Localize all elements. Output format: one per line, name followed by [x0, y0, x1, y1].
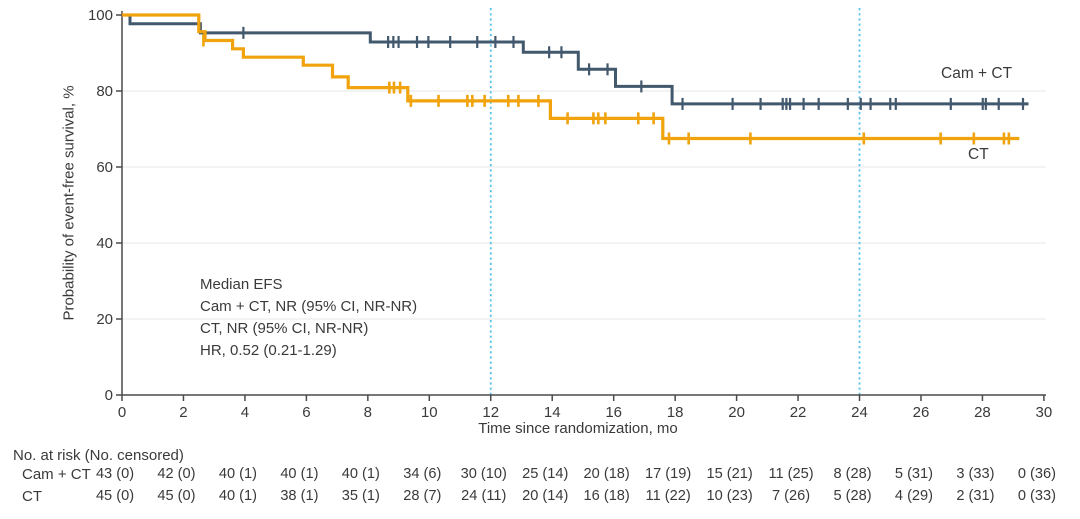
- risk-cell: 2 (31): [956, 488, 995, 504]
- risk-cell: 40 (1): [280, 466, 319, 482]
- y-tick-label-100: 100: [88, 7, 113, 24]
- risk-cell: 0 (36): [1017, 466, 1056, 482]
- risk-row-label-cam-ct: Cam + CT: [22, 466, 91, 483]
- y-tick-label-40: 40: [96, 235, 113, 252]
- risk-cell: 10 (23): [706, 488, 753, 504]
- risk-cell: 28 (7): [403, 488, 442, 504]
- risk-cell: 7 (26): [771, 488, 811, 504]
- risk-cell: 0 (33): [1017, 488, 1056, 504]
- y-tick-label-20: 20: [96, 311, 113, 328]
- km-curve-ct: [122, 13, 1020, 141]
- y-tick-label-0: 0: [105, 387, 113, 404]
- risk-cell: 20 (14): [522, 488, 569, 504]
- risk-cell: 40 (1): [218, 466, 257, 482]
- risk-cell: 4 (29): [894, 488, 934, 504]
- risk-cell: 15 (21): [706, 466, 753, 482]
- annotation-line-cam-ct: Cam + CT, NR (95% CI, NR-NR): [200, 298, 418, 315]
- risk-cell: 38 (1): [280, 488, 319, 504]
- risk-table-header: No. at risk (No. censored): [13, 447, 184, 464]
- x-tick-label-30: 30: [1036, 404, 1053, 421]
- risk-cell: 45 (0): [157, 488, 196, 504]
- x-tick-label-24: 24: [851, 404, 868, 421]
- risk-cell: 3 (33): [956, 466, 995, 482]
- x-tick-label-10: 10: [421, 404, 438, 421]
- x-tick-label-6: 6: [302, 404, 310, 421]
- risk-cell: 24 (11): [461, 488, 507, 504]
- km-curve-cam-ct: [122, 13, 1029, 106]
- risk-cell: 40 (1): [218, 488, 257, 504]
- risk-cell: 40 (1): [341, 466, 380, 482]
- x-tick-label-26: 26: [913, 404, 930, 421]
- risk-cell: 5 (31): [894, 466, 934, 482]
- x-tick-label-14: 14: [544, 404, 561, 421]
- y-tick-label-60: 60: [96, 159, 113, 176]
- risk-cell: 45 (0): [95, 488, 135, 504]
- risk-cell: 11 (22): [645, 488, 691, 504]
- curve-label-cam-ct: Cam + CT: [941, 65, 1013, 82]
- x-tick-label-4: 4: [241, 404, 249, 421]
- annotation-line-ct: CT, NR (95% CI, NR-NR): [200, 320, 369, 337]
- x-tick-label-22: 22: [790, 404, 807, 421]
- x-tick-label-8: 8: [364, 404, 372, 421]
- annotation-line-hr: HR, 0.52 (0.21-1.29): [200, 342, 337, 359]
- x-tick-label-2: 2: [179, 404, 187, 421]
- x-tick-label-20: 20: [728, 404, 745, 421]
- x-tick-label-0: 0: [118, 404, 126, 421]
- risk-cell: 30 (10): [460, 466, 507, 482]
- risk-cell: 16 (18): [583, 488, 630, 504]
- risk-cell: 34 (6): [403, 466, 442, 482]
- x-tick-label-16: 16: [605, 404, 622, 421]
- y-tick-label-80: 80: [96, 83, 113, 100]
- risk-cell: 35 (1): [341, 488, 380, 504]
- risk-cell: 25 (14): [522, 466, 569, 482]
- risk-cell: 11 (25): [768, 466, 814, 482]
- median-efs-annotation: Median EFS Cam + CT, NR (95% CI, NR-NR) …: [200, 274, 417, 362]
- y-axis-title: Probability of event-free survival, %: [60, 85, 78, 321]
- x-tick-label-18: 18: [667, 404, 684, 421]
- risk-cell: 5 (28): [833, 488, 872, 504]
- risk-row-label-ct: CT: [22, 488, 42, 505]
- x-tick-label-28: 28: [974, 404, 991, 421]
- risk-cell: 8 (28): [833, 466, 872, 482]
- x-tick-label-12: 12: [482, 404, 499, 421]
- risk-cell: 43 (0): [95, 466, 135, 482]
- curve-label-ct: CT: [968, 146, 989, 163]
- risk-cell: 20 (18): [583, 466, 630, 482]
- x-axis-title: Time since randomization, mo: [478, 420, 678, 437]
- annotation-line-median: Median EFS: [200, 276, 283, 293]
- risk-cell: 17 (19): [645, 466, 692, 482]
- risk-cell: 42 (0): [157, 466, 196, 482]
